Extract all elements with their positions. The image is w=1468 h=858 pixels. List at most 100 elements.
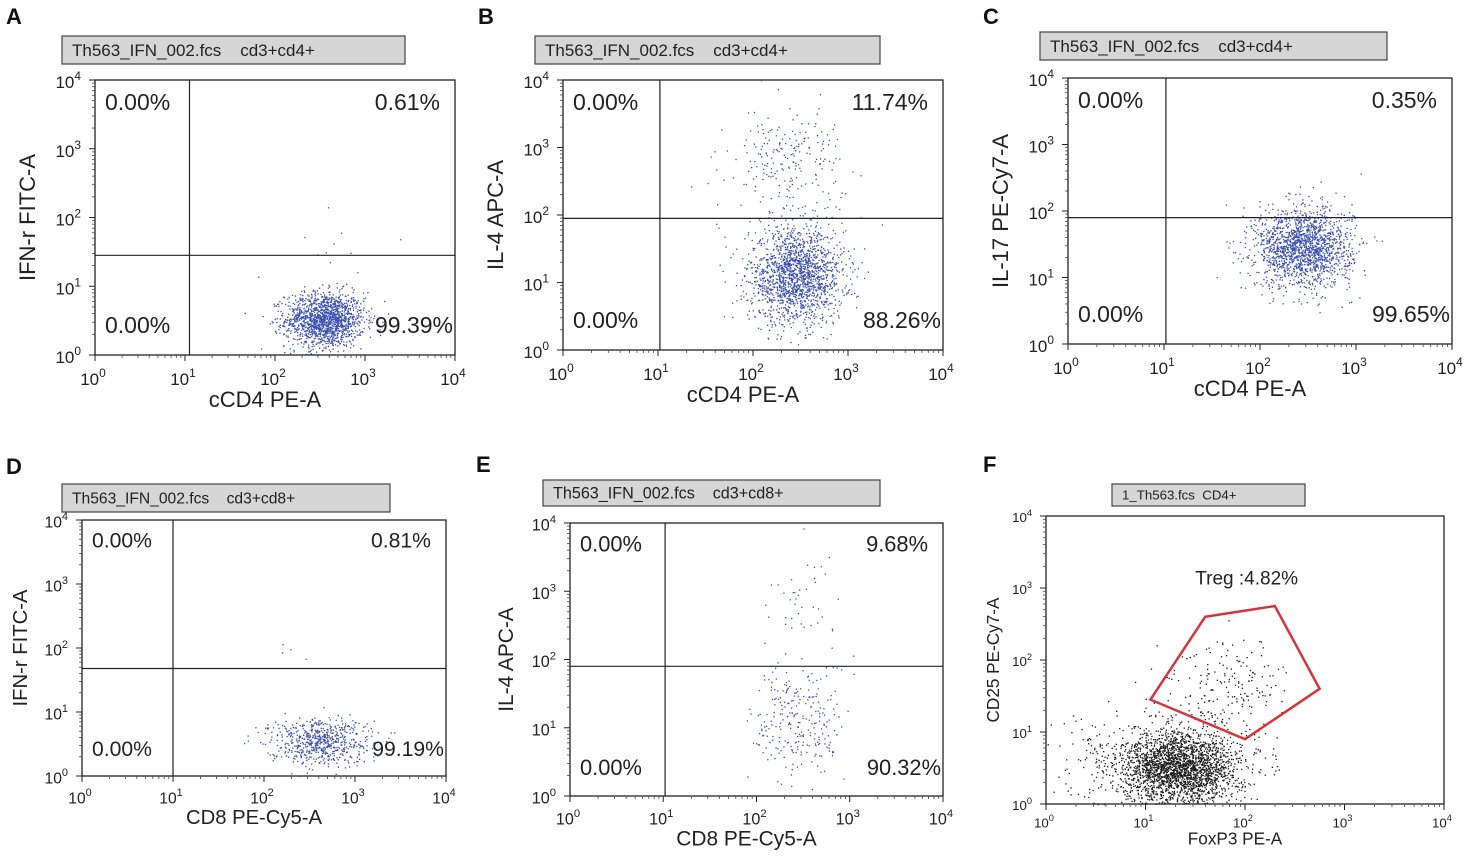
x-tick-exponent: 4 <box>459 366 466 380</box>
data-point <box>793 246 795 248</box>
data-point <box>352 330 354 332</box>
data-point <box>810 275 812 277</box>
data-point <box>1329 232 1332 234</box>
data-point <box>767 282 769 284</box>
data-point <box>311 303 313 306</box>
data-point <box>1351 220 1353 222</box>
data-point <box>770 288 772 290</box>
data-point <box>342 326 344 328</box>
data-point <box>786 290 788 292</box>
data-point <box>774 286 776 289</box>
data-point <box>296 327 299 329</box>
data-point <box>1286 272 1289 274</box>
data-point <box>308 307 310 309</box>
data-point <box>815 280 817 282</box>
data-point <box>791 228 794 230</box>
data-point <box>800 272 802 274</box>
data-point <box>1326 243 1329 245</box>
data-point <box>1335 242 1337 244</box>
data-point <box>798 315 801 317</box>
data-point <box>1319 312 1321 314</box>
data-point <box>787 292 789 294</box>
data-point <box>792 274 795 277</box>
data-point <box>1332 257 1334 260</box>
data-point <box>851 261 854 264</box>
data-point <box>790 230 793 232</box>
data-point <box>809 250 811 252</box>
data-point <box>786 268 788 270</box>
data-point <box>1301 252 1304 254</box>
data-point <box>811 264 813 266</box>
data-point <box>1254 284 1256 286</box>
quadrant-ul-percent: 0.00% <box>105 89 170 115</box>
data-point <box>823 289 826 291</box>
data-point <box>302 335 304 337</box>
data-point <box>331 340 333 342</box>
data-point <box>793 257 795 259</box>
data-point <box>800 274 803 276</box>
data-point <box>788 297 790 299</box>
data-point <box>1348 264 1351 266</box>
data-point <box>791 281 794 283</box>
data-point <box>1281 276 1283 278</box>
data-point <box>292 343 294 346</box>
data-point <box>1257 229 1259 231</box>
data-point <box>822 316 824 318</box>
data-point <box>326 305 328 307</box>
data-point <box>784 246 787 249</box>
data-point <box>349 333 351 335</box>
data-point <box>313 324 316 326</box>
data-point <box>786 267 788 269</box>
data-point <box>1285 237 1288 239</box>
data-point <box>1348 261 1351 263</box>
data-point <box>1317 304 1319 306</box>
data-point <box>1290 257 1292 260</box>
data-point <box>317 309 319 311</box>
data-point <box>1291 284 1293 286</box>
data-point <box>782 270 784 273</box>
data-point <box>792 237 794 239</box>
data-point <box>341 304 343 306</box>
data-point <box>328 315 330 317</box>
data-point <box>324 319 326 322</box>
data-point <box>340 330 342 332</box>
data-point <box>753 111 756 114</box>
data-point <box>1285 225 1287 227</box>
data-point <box>347 320 350 322</box>
data-point <box>298 311 301 313</box>
data-point <box>1265 247 1267 249</box>
data-point <box>814 248 816 250</box>
data-point <box>1269 266 1271 268</box>
data-point <box>328 349 331 351</box>
data-point <box>1323 285 1325 288</box>
data-point <box>273 303 275 305</box>
data-point <box>311 302 313 305</box>
data-point <box>337 320 340 322</box>
data-point <box>1295 257 1297 259</box>
data-point <box>329 351 332 353</box>
data-point <box>1351 250 1353 253</box>
data-point <box>796 276 798 278</box>
data-point <box>818 284 820 287</box>
data-point <box>795 139 797 142</box>
data-point <box>298 315 300 317</box>
data-point <box>329 312 331 314</box>
data-point <box>806 267 809 269</box>
data-point <box>1319 213 1321 216</box>
data-point <box>350 329 353 331</box>
data-point <box>307 309 310 312</box>
data-point <box>834 283 836 286</box>
data-point <box>813 295 815 297</box>
data-point <box>784 271 786 273</box>
data-point <box>347 332 349 334</box>
data-point <box>743 296 745 298</box>
data-point <box>802 289 804 292</box>
data-point <box>1284 236 1287 238</box>
data-point <box>781 280 783 282</box>
data-point <box>789 262 791 265</box>
data-point <box>336 328 338 330</box>
data-point <box>823 287 825 289</box>
data-point <box>355 319 357 321</box>
data-point <box>283 345 285 348</box>
data-point <box>289 348 291 350</box>
